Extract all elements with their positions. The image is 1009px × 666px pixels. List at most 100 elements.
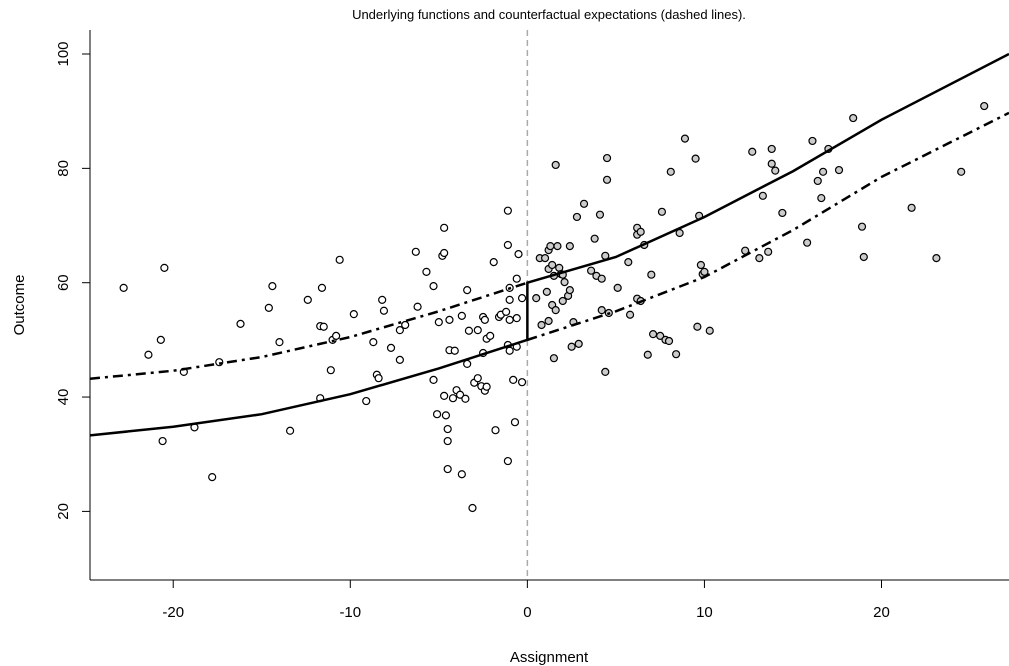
point: [548, 260, 557, 270]
point: [574, 339, 583, 348]
point: [443, 464, 452, 474]
point: [378, 295, 387, 304]
point: [512, 314, 521, 323]
point: [386, 343, 396, 352]
point: [517, 294, 527, 303]
point: [567, 342, 576, 351]
point: [480, 315, 489, 324]
point: [664, 336, 674, 346]
point: [647, 270, 656, 279]
point: [317, 283, 327, 292]
point: [450, 346, 459, 355]
point: [332, 331, 341, 340]
point: [602, 153, 612, 163]
point: [859, 252, 868, 262]
point: [657, 207, 667, 216]
point: [532, 294, 541, 303]
point: [767, 159, 776, 168]
point: [268, 282, 277, 291]
point: [505, 346, 514, 355]
point: [834, 165, 844, 175]
point: [691, 154, 700, 163]
point: [590, 234, 599, 243]
point: [587, 266, 596, 275]
line: [90, 281, 528, 380]
point: [503, 240, 512, 250]
point: [579, 199, 589, 208]
point: [505, 315, 514, 324]
point: [817, 193, 826, 203]
point: [461, 394, 470, 403]
point: [463, 286, 472, 295]
point: [624, 258, 633, 267]
point: [517, 378, 527, 387]
point: [473, 326, 482, 335]
point: [758, 191, 767, 200]
point: [468, 503, 477, 513]
point: [544, 316, 553, 326]
x-tick-label: -20: [162, 604, 184, 621]
y-tick-label: 20: [55, 503, 72, 520]
point: [625, 310, 635, 319]
x-tick-label: -10: [339, 604, 361, 621]
point: [771, 166, 780, 175]
point: [236, 319, 245, 328]
x-tick-label: 0: [523, 604, 531, 621]
point: [349, 310, 358, 319]
point: [319, 322, 328, 331]
point: [440, 223, 449, 232]
point: [303, 295, 312, 304]
point: [503, 206, 512, 215]
point: [144, 350, 153, 359]
point: [957, 167, 966, 176]
point: [542, 287, 551, 296]
point: [693, 322, 702, 331]
y-tick-label: 40: [55, 389, 72, 406]
point: [440, 391, 449, 401]
x-tick-label: 20: [873, 604, 890, 621]
point: [696, 260, 705, 270]
point: [326, 366, 335, 375]
point: [666, 167, 675, 176]
point: [374, 374, 383, 383]
point: [119, 283, 128, 292]
point: [335, 255, 344, 264]
point: [401, 320, 410, 330]
point: [560, 278, 569, 287]
plot-area: [90, 30, 1009, 580]
point: [503, 456, 512, 466]
point: [672, 350, 681, 359]
point: [932, 254, 941, 263]
point: [546, 242, 555, 251]
x-axis-label: Assignment: [510, 649, 589, 666]
point: [778, 208, 787, 218]
point: [514, 250, 523, 259]
y-tick-label: 100: [55, 41, 72, 66]
point: [549, 354, 559, 363]
point: [457, 470, 466, 479]
point: [558, 296, 567, 306]
point: [510, 418, 520, 427]
point: [597, 274, 606, 283]
point: [463, 359, 472, 368]
point: [422, 267, 431, 276]
point: [980, 101, 989, 111]
point: [808, 136, 817, 146]
point: [551, 160, 560, 170]
chart-title: Underlying functions and counterfactual …: [352, 7, 746, 22]
point: [491, 426, 500, 435]
point: [849, 113, 858, 123]
point: [748, 147, 757, 156]
point: [411, 247, 420, 256]
point: [448, 394, 458, 403]
point: [537, 320, 546, 330]
point: [602, 175, 612, 184]
point: [502, 307, 511, 316]
point: [429, 282, 438, 291]
point: [818, 167, 828, 176]
point: [553, 242, 562, 251]
point: [264, 303, 273, 312]
point: [540, 254, 550, 263]
line: [526, 111, 1009, 342]
point: [275, 338, 284, 347]
